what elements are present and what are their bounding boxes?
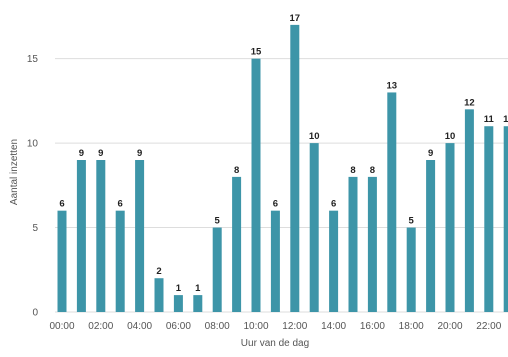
x-tick-label: 22:00 xyxy=(476,321,501,332)
bar-value-label: 1 xyxy=(195,283,201,294)
bar-value-label: 6 xyxy=(59,199,64,210)
bar-14:00 xyxy=(329,211,338,312)
bar-21:00 xyxy=(465,109,474,312)
bar-09:00 xyxy=(232,177,241,312)
y-tick-label: 5 xyxy=(32,223,38,234)
bar-12:00 xyxy=(290,25,299,312)
x-tick-label: 00:00 xyxy=(49,321,74,332)
x-axis-ticks: 00:00 02:00 04:00 06:00 08:00 10:00 12:00 14:00… xyxy=(49,321,501,332)
bar-value-label: 2 xyxy=(156,266,161,277)
x-tick-label: 08:00 xyxy=(205,321,230,332)
bar-value-label: 5 xyxy=(409,216,415,227)
bar-value-label: 8 xyxy=(234,165,239,176)
bar-16:00 xyxy=(368,177,377,312)
bars xyxy=(58,25,508,312)
bar-08:00 xyxy=(213,228,222,312)
bar-19:00 xyxy=(426,160,435,312)
bar-value-label: 6 xyxy=(331,199,336,210)
bar-value-label: 11 xyxy=(484,114,495,125)
x-tick-label: 06:00 xyxy=(166,321,191,332)
y-tick-label: 15 xyxy=(27,54,39,65)
bar-17:00 xyxy=(387,92,396,312)
bar-07:00 xyxy=(193,295,202,312)
bar-11:00 xyxy=(271,211,280,312)
y-tick-label: 10 xyxy=(27,139,39,150)
x-tick-label: 18:00 xyxy=(399,321,424,332)
bar-20:00 xyxy=(446,143,455,312)
y-axis-ticks: 0 5 10 15 xyxy=(27,54,39,318)
bar-value-label: 6 xyxy=(118,199,123,210)
bar-00:00 xyxy=(58,211,67,312)
bar-10:00 xyxy=(252,59,261,312)
bar-06:00 xyxy=(174,295,183,312)
bar-value-label: 9 xyxy=(137,148,142,159)
x-tick-label: 16:00 xyxy=(360,321,385,332)
x-tick-label: 14:00 xyxy=(321,321,346,332)
x-axis-title: Uur van de dag xyxy=(241,338,309,349)
bar-value-label: 9 xyxy=(79,148,84,159)
bar-value-label: 9 xyxy=(98,148,103,159)
bar-18:00 xyxy=(407,228,416,312)
bar-13:00 xyxy=(310,143,319,312)
x-tick-label: 12:00 xyxy=(282,321,307,332)
bar-02:00 xyxy=(96,160,105,312)
bar-value-label: 17 xyxy=(290,13,301,24)
x-tick-label: 02:00 xyxy=(88,321,113,332)
bar-value-label: 12 xyxy=(464,97,475,108)
bar-23:00 xyxy=(504,126,508,312)
bar-value-label: 10 xyxy=(445,131,456,142)
bar-value-label: 10 xyxy=(309,131,320,142)
bar-value-label: 13 xyxy=(387,80,398,91)
bar-03:00 xyxy=(116,211,125,312)
bar-value-label: 8 xyxy=(370,165,375,176)
bar-value-label: 1 xyxy=(176,283,182,294)
x-tick-label: 20:00 xyxy=(437,321,462,332)
bar-value-label: 9 xyxy=(428,148,433,159)
bar-04:00 xyxy=(135,160,144,312)
y-axis-title: Aantal inzetten xyxy=(9,139,20,205)
bar-value-label: 11 xyxy=(503,114,508,125)
bar-05:00 xyxy=(155,278,164,312)
bar-22:00 xyxy=(484,126,493,312)
bar-value-label: 15 xyxy=(251,47,262,58)
x-tick-label: 10:00 xyxy=(243,321,268,332)
bar-value-label: 6 xyxy=(273,199,278,210)
bar-value-label: 8 xyxy=(350,165,355,176)
bar-01:00 xyxy=(77,160,86,312)
data-labels: 69969211581561710688135910121111 xyxy=(59,13,508,294)
bar-15:00 xyxy=(349,177,358,312)
y-tick-label: 0 xyxy=(32,308,38,319)
x-tick-label: 04:00 xyxy=(127,321,152,332)
bar-value-label: 5 xyxy=(215,216,221,227)
